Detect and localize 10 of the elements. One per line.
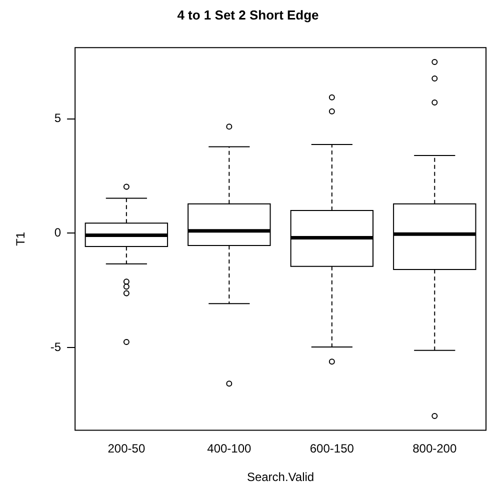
x-tick-label: 600-150: [310, 442, 354, 456]
x-tick-label: 800-200: [412, 442, 457, 456]
y-tick-label: -5: [50, 340, 62, 354]
chart-title: 4 to 1 Set 2 Short Edge: [177, 7, 319, 22]
x-tick-label: 400-100: [207, 442, 252, 456]
y-axis-title: T1: [14, 232, 28, 246]
y-tick-label: 0: [54, 226, 62, 240]
x-tick-label: 200-50: [108, 442, 146, 456]
x-axis-title: Search.Valid: [246, 470, 314, 484]
y-tick-label: 5: [54, 111, 62, 126]
